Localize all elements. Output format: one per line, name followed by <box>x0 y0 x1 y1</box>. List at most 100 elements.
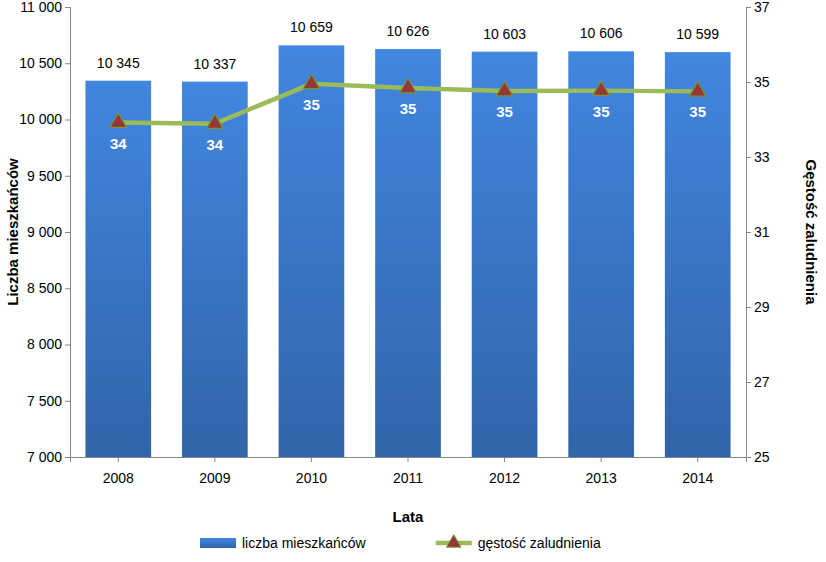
y2-tick-label: 27 <box>754 374 770 390</box>
y-tick-mark <box>65 232 70 233</box>
y-tick: 9 500 <box>27 168 70 184</box>
y-tick-label: 11 000 <box>20 0 62 15</box>
marker <box>689 82 706 96</box>
x-tick-mark <box>118 457 119 462</box>
x-tick-label: 2013 <box>586 470 617 486</box>
x-tick-label: 2009 <box>199 470 230 486</box>
legend-marker <box>447 535 461 547</box>
x-tick-mark <box>408 457 409 462</box>
x-tick-label: 2012 <box>489 470 520 486</box>
x-tick: 2010 <box>296 457 327 486</box>
x-tick: 2009 <box>199 457 230 486</box>
data-label: 10 606 <box>580 25 623 41</box>
y2-axis: 25 27 29 31 33 35 37 <box>746 0 770 465</box>
y2-tick: 25 <box>746 449 770 465</box>
line-labels: 34 34 35 35 35 35 35 <box>110 96 706 153</box>
y2-tick: 29 <box>746 299 770 315</box>
bar <box>665 52 731 457</box>
y-tick-label: 9 000 <box>27 224 62 240</box>
y-tick-mark <box>65 401 70 402</box>
data-label: 35 <box>303 96 320 113</box>
y2-tick: 31 <box>746 224 770 240</box>
x-tick: 2011 <box>393 457 423 486</box>
x-tick: 2014 <box>682 457 713 486</box>
x-tick-label: 2010 <box>296 470 327 486</box>
y-tick: 10 000 <box>19 111 70 127</box>
data-label: 10 626 <box>387 23 430 39</box>
y2-axis-title: Gęstość zaludnienia <box>803 159 820 305</box>
legend-label: liczba mieszkańców <box>242 535 367 551</box>
x-tick-label: 2011 <box>393 470 423 486</box>
marker <box>400 78 417 92</box>
y2-tick: 27 <box>746 374 770 390</box>
y-axis: 7 000 7 500 8 000 8 500 9 000 9 500 10 000 10 5… <box>19 0 70 465</box>
y-tick-mark <box>65 345 70 346</box>
data-label: 10 337 <box>193 56 236 72</box>
y-tick-label: 10 500 <box>19 55 62 71</box>
x-tick: 2012 <box>489 457 520 486</box>
bar <box>182 82 248 457</box>
y-tick-label: 7 500 <box>27 393 62 409</box>
bar <box>279 45 345 457</box>
x-tick-mark <box>601 457 602 462</box>
marker <box>110 113 127 127</box>
legend-item: liczba mieszkańców <box>200 535 367 551</box>
y-tick: 10 500 <box>19 55 70 71</box>
y-tick: 11 000 <box>20 0 70 15</box>
marker <box>593 81 610 95</box>
axis-line <box>65 8 71 458</box>
x-tick-mark <box>311 457 312 462</box>
y2-tick-label: 29 <box>754 299 770 315</box>
y-tick: 8 000 <box>27 336 70 352</box>
y2-tick-mark <box>746 307 751 308</box>
y2-tick-mark <box>746 157 751 158</box>
data-label: 10 345 <box>97 55 140 71</box>
y-tick-label: 10 000 <box>19 111 62 127</box>
y2-tick-label: 35 <box>754 74 770 90</box>
y-tick-mark <box>65 7 70 8</box>
y-tick-label: 8 000 <box>27 336 62 352</box>
y2-tick: 33 <box>746 149 770 165</box>
x-tick-mark <box>214 457 215 462</box>
x-tick: 2008 <box>103 457 134 486</box>
marker <box>207 114 224 128</box>
data-label: 34 <box>110 135 127 152</box>
y-tick-label: 7 000 <box>27 449 62 465</box>
data-label: 10 659 <box>290 19 333 35</box>
y-tick-mark <box>65 120 70 121</box>
y-axis-title: Liczba mieszkańców <box>4 158 21 306</box>
y2-tick-mark <box>746 82 751 83</box>
y2-tick-label: 31 <box>754 224 770 240</box>
y2-tick-mark <box>746 232 751 233</box>
y-tick: 7 000 <box>27 449 70 465</box>
data-label: 35 <box>496 103 513 120</box>
data-label: 35 <box>689 103 706 120</box>
data-label: 10 603 <box>483 26 526 42</box>
legend: liczba mieszkańców gęstość zaludnienia <box>200 535 601 551</box>
data-label: 35 <box>400 100 417 117</box>
y2-tick-label: 37 <box>754 0 770 15</box>
x-tick-mark <box>697 457 698 462</box>
y-tick-label: 8 500 <box>27 280 62 296</box>
x-tick-mark <box>504 457 505 462</box>
y2-tick-mark <box>746 382 751 383</box>
y2-tick: 37 <box>746 0 770 15</box>
bar <box>568 51 634 457</box>
x-axis: 2008 2009 2010 2011 2012 2013 2014 <box>71 457 747 486</box>
x-tick: 2013 <box>586 457 617 486</box>
bar-labels: 10 34510 33710 65910 62610 60310 60610 5… <box>97 19 719 71</box>
legend-swatch <box>200 538 236 548</box>
x-axis-title: Lata <box>393 508 425 525</box>
y-tick: 7 500 <box>27 393 70 409</box>
legend-item: gęstość zaludnienia <box>436 535 601 551</box>
y2-tick-label: 25 <box>754 449 770 465</box>
y-tick: 9 000 <box>27 224 70 240</box>
data-label: 34 <box>207 136 224 153</box>
data-label: 35 <box>593 103 610 120</box>
x-tick-label: 2014 <box>682 470 713 486</box>
y-tick-mark <box>65 63 70 64</box>
bar <box>85 81 151 457</box>
plot-area <box>85 45 730 457</box>
chart-area: 7 000 7 500 8 000 8 500 9 000 9 500 10 000 10 5… <box>19 0 770 486</box>
axis-line <box>747 8 752 458</box>
